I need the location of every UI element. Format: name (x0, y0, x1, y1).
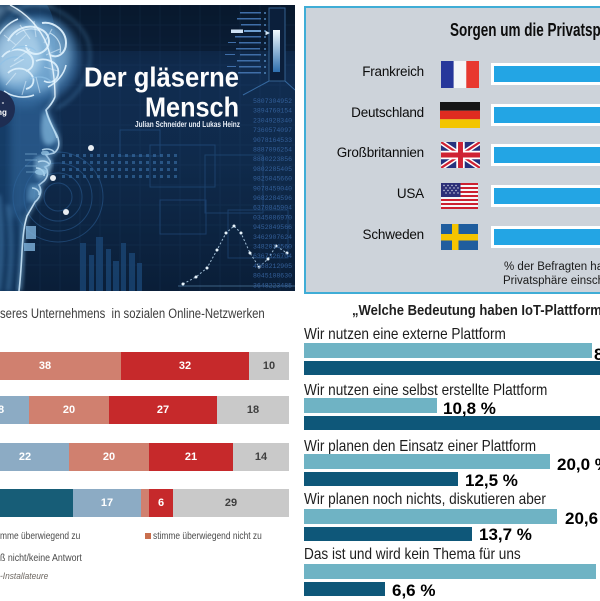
svg-text:9452849566: 9452849566 (253, 224, 292, 231)
svg-text:-: - (2, 98, 5, 107)
svg-text:8045108630: 8045108630 (253, 273, 292, 280)
svg-text:8880223856: 8880223856 (253, 156, 292, 163)
svg-text:6370845904: 6370845904 (253, 205, 292, 212)
svg-text:9825045660: 9825045660 (253, 176, 292, 183)
svg-text:0345086970: 0345086970 (253, 214, 292, 221)
svg-text:Der gläserne: Der gläserne (84, 62, 239, 93)
svg-text:5807304952: 5807304952 (253, 98, 292, 105)
svg-text:9078164533: 9078164533 (253, 137, 292, 144)
svg-text:ng: ng (0, 108, 7, 117)
svg-text:6367326704: 6367326704 (253, 253, 292, 260)
svg-text:Mensch: Mensch (145, 92, 239, 123)
svg-text:3894760154: 3894760154 (253, 108, 292, 115)
svg-text:8887096254: 8887096254 (253, 147, 292, 154)
svg-text:9802285405: 9802285405 (253, 166, 292, 173)
svg-text:7360574097: 7360574097 (253, 127, 292, 134)
svg-text:2304928340: 2304928340 (253, 117, 292, 124)
svg-text:9682284596: 9682284596 (253, 195, 292, 202)
svg-text:Julian Schneider und Lukas Hei: Julian Schneider und Lukas Heinz (135, 119, 240, 129)
svg-text:3648223485: 3648223485 (253, 282, 292, 289)
svg-text:3462907624: 3462907624 (253, 234, 292, 241)
svg-text:3482034560: 3482034560 (253, 244, 292, 251)
svg-text:9078459040: 9078459040 (253, 185, 292, 192)
svg-text:4368212905: 4368212905 (253, 263, 292, 270)
